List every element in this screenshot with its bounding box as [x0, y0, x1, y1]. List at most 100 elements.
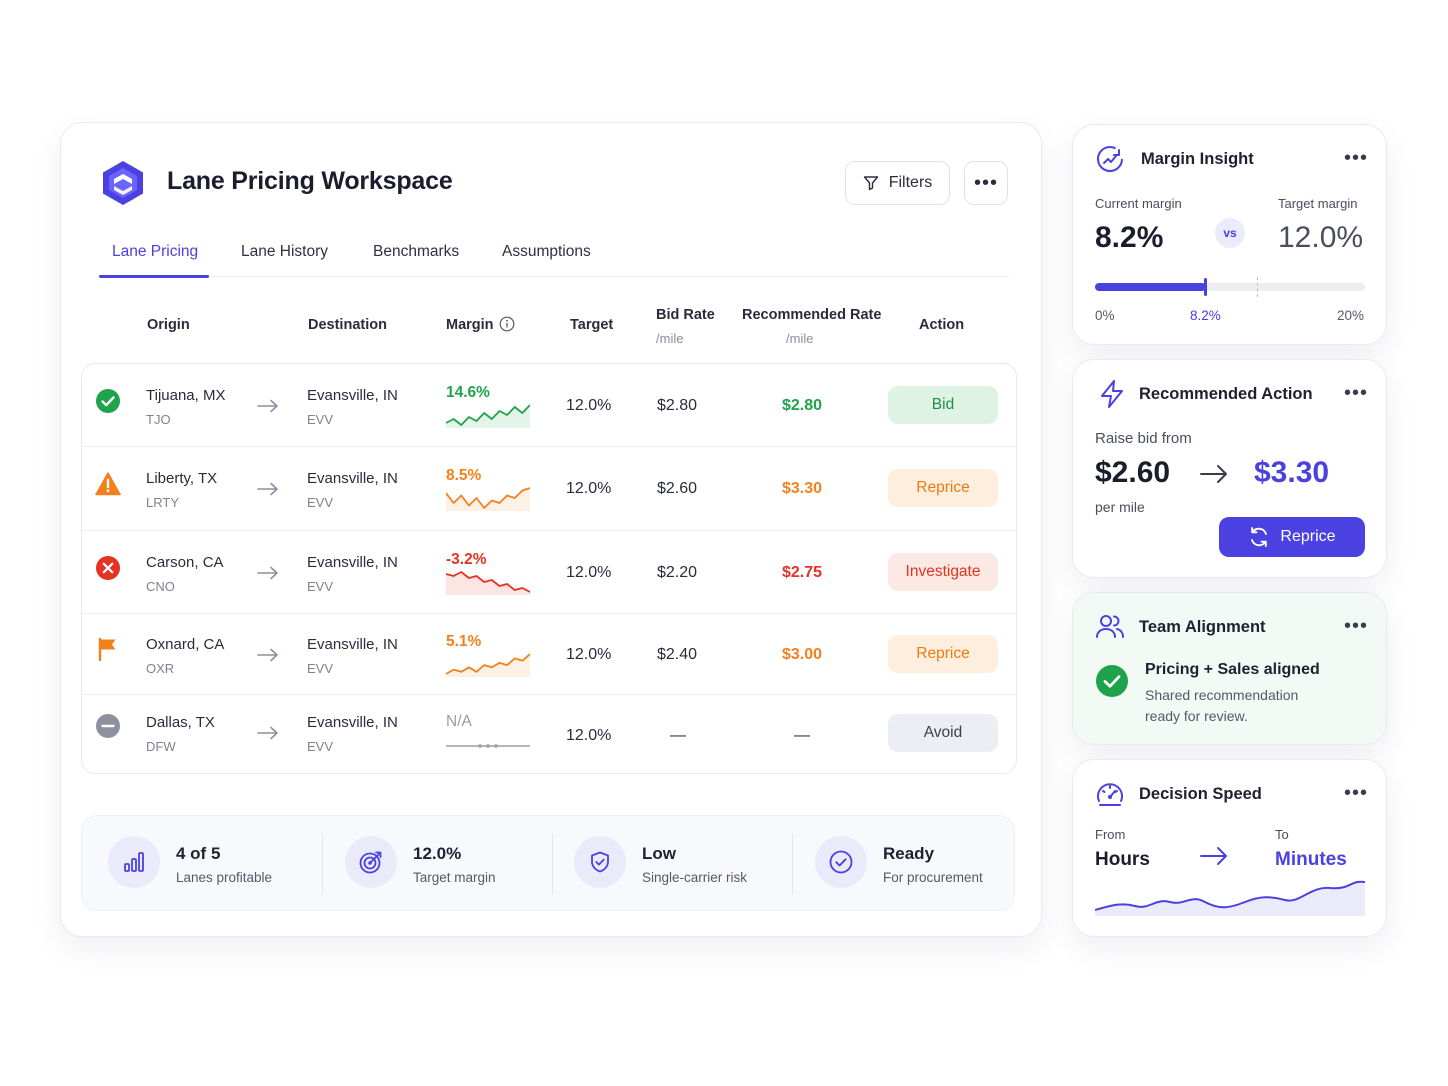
arrow-right-icon [257, 726, 278, 740]
origin-city: Tijuana, MX [146, 387, 226, 404]
card-title: Decision Speed [1139, 785, 1262, 803]
avoid-button[interactable]: Avoid [888, 714, 998, 752]
origin-code: LRTY [146, 495, 179, 510]
summary-label: Single-carrier risk [642, 870, 748, 885]
column-header-recommended-rate: Recommended Rate [742, 307, 882, 323]
minus-circle-icon [96, 714, 120, 738]
bid-rate-value: — [670, 727, 686, 744]
target-margin-label: Target margin [1278, 196, 1358, 211]
table-row[interactable]: Dallas, TX DFW Evansville, IN EVV N/A 12… [82, 695, 1016, 773]
to-value: Minutes [1275, 849, 1347, 870]
margin-value: 5.1% [446, 633, 482, 650]
check-circle-icon [96, 389, 120, 413]
tab-lane-pricing[interactable]: Lane Pricing [112, 243, 199, 260]
card-more-button[interactable]: ••• [1343, 382, 1368, 404]
recommended-rate-unit: /mile [786, 331, 814, 346]
column-header-margin: Margin [446, 317, 494, 333]
refresh-icon [1251, 527, 1268, 547]
margin-progress-fill [1095, 283, 1206, 291]
current-margin-label: Current margin [1095, 196, 1182, 211]
vs-badge: vs [1215, 218, 1245, 248]
tab-lane-history[interactable]: Lane History [241, 243, 329, 260]
reprice-primary-button[interactable]: Reprice [1219, 517, 1365, 557]
bid-rate-value: $2.60 [657, 480, 698, 497]
shield-check-icon [574, 836, 626, 888]
more-options-button[interactable]: ••• [964, 161, 1008, 205]
tab-assumptions[interactable]: Assumptions [502, 243, 591, 260]
bid-button[interactable]: Bid [888, 386, 998, 424]
origin-code: DFW [146, 739, 176, 754]
current-margin-marker [1204, 278, 1208, 296]
arrow-right-icon [257, 399, 278, 413]
card-more-button[interactable]: ••• [1343, 615, 1368, 637]
decision-speed-trend-line [1095, 880, 1365, 916]
margin-sparkline [446, 487, 530, 511]
lane-table: Tijuana, MX TJO Evansville, IN EVV 14.6%… [81, 363, 1017, 774]
filters-label: Filters [888, 174, 933, 191]
reprice-button[interactable]: Reprice [888, 469, 998, 507]
margin-value: N/A [446, 713, 472, 730]
recommended-rate-value: $3.00 [781, 646, 823, 663]
recommended-rate-value: $2.75 [781, 564, 823, 581]
target-icon [345, 836, 397, 888]
bid-rate-value: $2.40 [657, 646, 698, 663]
destination-code: EVV [307, 661, 334, 676]
x-circle-icon [96, 556, 120, 580]
lane-pricing-card: Lane Pricing Workspace Filters ••• Lane … [60, 122, 1042, 937]
column-header-action: Action [919, 317, 965, 333]
sparkline-line [446, 571, 530, 593]
summary-value: 4 of 5 [176, 844, 221, 863]
tab-benchmarks[interactable]: Benchmarks [373, 243, 460, 260]
target-value: 12.0% [566, 727, 612, 744]
sparkline-line [446, 404, 530, 426]
team-users-icon [1096, 615, 1124, 638]
origin-city: Liberty, TX [146, 470, 218, 487]
info-icon[interactable] [499, 316, 515, 332]
table-row[interactable]: Liberty, TX LRTY Evansville, IN EVV 8.5%… [82, 447, 1016, 531]
alignment-status-title: Pricing + Sales aligned [1145, 661, 1320, 678]
per-mile-label: per mile [1095, 499, 1145, 515]
summary-label: Target margin [413, 870, 496, 885]
scale-current-label: 8.2% [1190, 308, 1221, 323]
card-more-button[interactable]: ••• [1343, 147, 1368, 169]
sparkline-area [446, 488, 530, 511]
origin-code: CNO [146, 579, 175, 594]
decision-speed-card: Decision Speed ••• From Hours To Minutes [1072, 759, 1387, 937]
bid-rate-unit: /mile [656, 331, 684, 346]
team-alignment-card: Team Alignment ••• Pricing + Sales align… [1072, 592, 1387, 745]
origin-city: Oxnard, CA [146, 636, 225, 653]
table-row[interactable]: Carson, CA CNO Evansville, IN EVV -3.2% … [82, 531, 1016, 614]
bid-rate-value: $2.20 [657, 564, 698, 581]
origin-city: Dallas, TX [146, 714, 215, 731]
origin-code: OXR [146, 661, 175, 676]
divider [552, 834, 553, 894]
recommended-rate-value: — [794, 727, 810, 744]
sparkline-area [446, 654, 530, 677]
origin-city: Carson, CA [146, 554, 224, 571]
reprice-button-label: Reprice [1280, 528, 1336, 545]
divider [322, 834, 323, 894]
summary-value: 12.0% [413, 844, 462, 863]
bar-chart-icon [108, 836, 160, 888]
investigate-button[interactable]: Investigate [888, 553, 998, 591]
target-value: 12.0% [566, 564, 612, 581]
table-row[interactable]: Oxnard, CA OXR Evansville, IN EVV 5.1% 1… [82, 614, 1016, 695]
column-header-bid-rate: Bid Rate [656, 307, 715, 323]
card-more-button[interactable]: ••• [1343, 782, 1368, 804]
app-logo-icon [103, 161, 143, 205]
destination-city: Evansville, IN [307, 636, 398, 653]
from-value: Hours [1095, 849, 1150, 870]
flag-icon [98, 637, 116, 662]
sparkline-line [446, 487, 530, 509]
sparkline-line [446, 653, 530, 675]
margin-value: -3.2% [446, 551, 487, 568]
check-circle-icon [1096, 665, 1128, 697]
destination-code: EVV [307, 579, 334, 594]
card-title: Recommended Action [1139, 385, 1313, 403]
reprice-button[interactable]: Reprice [888, 635, 998, 673]
recommended-rate-value: $3.30 [781, 480, 823, 497]
target-value: 12.0% [566, 646, 612, 663]
column-header-destination: Destination [308, 317, 387, 333]
filters-button[interactable]: Filters [845, 161, 950, 205]
table-row[interactable]: Tijuana, MX TJO Evansville, IN EVV 14.6%… [82, 364, 1016, 447]
